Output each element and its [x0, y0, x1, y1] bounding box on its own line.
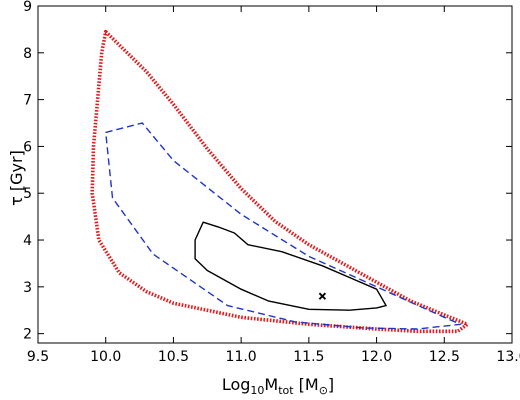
x-tick-label: 12.0 — [361, 349, 392, 365]
y-tick-label: 4 — [23, 233, 32, 249]
contour-dotted-0 — [90, 29, 470, 334]
marker-layer — [318, 292, 327, 300]
contour-dashed-1 — [105, 122, 462, 330]
contour-solid-2 — [194, 221, 387, 311]
x-tick-label: 9.5 — [27, 349, 49, 365]
y-axis-label: τ [Gyr] — [7, 150, 26, 206]
x-tick-label: 11.0 — [226, 349, 257, 365]
x-tick-label: 12.5 — [429, 349, 460, 365]
x-tick-label: 10.0 — [90, 349, 121, 365]
best-fit-marker-0 — [318, 292, 327, 300]
y-tick-label: 7 — [23, 93, 32, 109]
y-tick-label: 6 — [23, 139, 32, 155]
tick-layer: 9.5 10.0 10.5 11.0 11.5 12.0 12.5 13.0 2 3 4 5 6 7 8 9 — [23, 0, 520, 365]
y-tick-label: 5 — [23, 186, 32, 202]
x-tick-label: 13.0 — [496, 349, 520, 365]
y-tick-label: 9 — [23, 0, 32, 15]
x-tick-label: 11.5 — [293, 349, 324, 365]
axes-frame — [37, 5, 513, 344]
y-tick-label: 8 — [23, 46, 32, 62]
y-tick-label: 2 — [23, 327, 32, 343]
plot-frame — [37, 5, 513, 344]
x-axis-label: Log10Mtot [M⊙] — [222, 375, 334, 397]
y-tick-label: 3 — [23, 280, 32, 296]
contour-layer — [90, 29, 470, 334]
x-tick-label: 10.5 — [158, 349, 189, 365]
